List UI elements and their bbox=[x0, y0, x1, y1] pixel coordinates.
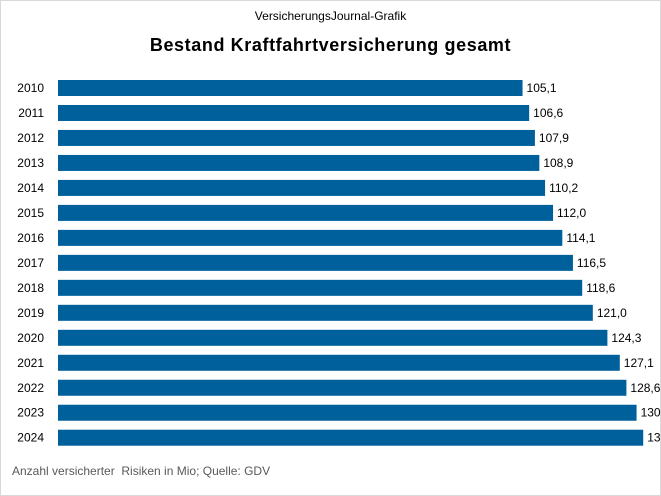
value-label: 108,9 bbox=[543, 156, 573, 170]
category-label: 2016 bbox=[17, 231, 44, 245]
value-label: 132,4 bbox=[647, 431, 661, 445]
value-label: 106,6 bbox=[533, 106, 563, 120]
category-label: 2022 bbox=[17, 381, 44, 395]
category-label: 2018 bbox=[17, 281, 44, 295]
bar-2014 bbox=[58, 179, 546, 196]
value-label: 130,9 bbox=[641, 406, 661, 420]
value-label: 105,1 bbox=[527, 81, 557, 95]
value-label: 128,6 bbox=[630, 381, 660, 395]
value-label: 107,9 bbox=[539, 131, 569, 145]
bar-2020 bbox=[58, 329, 608, 346]
chart-source-note: Anzahl versicherter Risiken in Mio; Quel… bbox=[12, 464, 271, 478]
bar-2017 bbox=[58, 254, 573, 271]
bar-2023 bbox=[58, 404, 637, 421]
category-label: 2010 bbox=[17, 81, 44, 95]
value-label: 110,2 bbox=[549, 181, 578, 195]
value-label: 118,6 bbox=[586, 281, 615, 295]
category-label: 2011 bbox=[18, 106, 44, 120]
bar-2010 bbox=[58, 80, 523, 96]
bar-2019 bbox=[58, 304, 593, 321]
value-label: 124,3 bbox=[611, 331, 641, 345]
category-label: 2015 bbox=[17, 206, 44, 220]
chart-supertitle: VersicherungsJournal-Grafik bbox=[254, 9, 407, 23]
bar-2018 bbox=[58, 279, 583, 296]
bar-2022 bbox=[58, 379, 627, 396]
value-label: 116,5 bbox=[577, 256, 606, 270]
chart-title: Bestand Kraftfahrtversicherung gesamt bbox=[149, 35, 512, 55]
category-label: 2024 bbox=[17, 431, 44, 445]
value-label: 121,0 bbox=[597, 306, 627, 320]
bar-2011 bbox=[58, 104, 530, 121]
bar-2015 bbox=[58, 204, 554, 221]
bar-2013 bbox=[58, 154, 540, 171]
value-label: 114,1 bbox=[566, 231, 595, 245]
category-label: 2020 bbox=[17, 331, 44, 345]
category-label: 2021 bbox=[17, 356, 44, 370]
category-label: 2017 bbox=[17, 256, 44, 270]
value-label: 127,1 bbox=[624, 356, 654, 370]
bar-2024 bbox=[58, 429, 644, 446]
bar-2012 bbox=[58, 129, 535, 146]
category-label: 2014 bbox=[17, 181, 44, 195]
bar-2021 bbox=[58, 354, 620, 371]
bar-2016 bbox=[58, 229, 563, 246]
category-label: 2012 bbox=[17, 131, 44, 145]
value-label: 112,0 bbox=[557, 206, 586, 220]
category-label: 2019 bbox=[17, 306, 44, 320]
category-label: 2023 bbox=[17, 406, 44, 420]
category-label: 2013 bbox=[17, 156, 44, 170]
